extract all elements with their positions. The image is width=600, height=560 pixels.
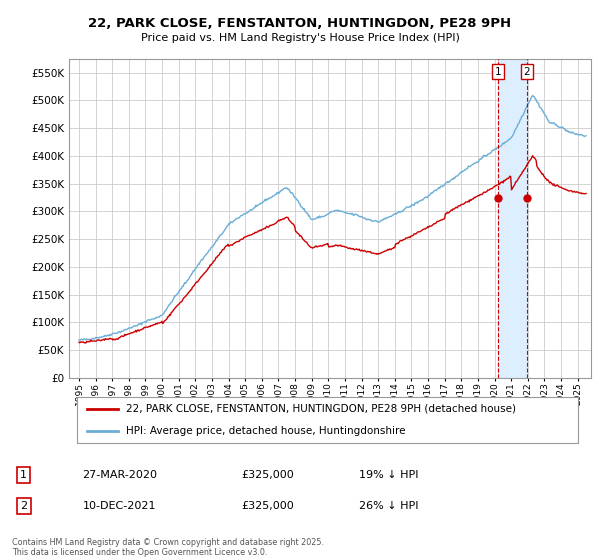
Text: 22, PARK CLOSE, FENSTANTON, HUNTINGDON, PE28 9PH: 22, PARK CLOSE, FENSTANTON, HUNTINGDON, …	[88, 17, 512, 30]
Text: 27-MAR-2020: 27-MAR-2020	[82, 470, 157, 480]
Text: 1: 1	[495, 67, 502, 77]
Text: 10-DEC-2021: 10-DEC-2021	[82, 501, 156, 511]
Text: 19% ↓ HPI: 19% ↓ HPI	[359, 470, 418, 480]
Text: £325,000: £325,000	[241, 501, 294, 511]
Text: 1: 1	[20, 470, 27, 480]
FancyBboxPatch shape	[77, 398, 578, 442]
Text: 2: 2	[20, 501, 27, 511]
Text: Contains HM Land Registry data © Crown copyright and database right 2025.
This d: Contains HM Land Registry data © Crown c…	[12, 538, 324, 557]
Bar	[499, 59, 527, 378]
Text: HPI: Average price, detached house, Huntingdonshire: HPI: Average price, detached house, Hunt…	[126, 426, 406, 436]
Text: 26% ↓ HPI: 26% ↓ HPI	[359, 501, 418, 511]
Text: £325,000: £325,000	[241, 470, 294, 480]
Text: 22, PARK CLOSE, FENSTANTON, HUNTINGDON, PE28 9PH (detached house): 22, PARK CLOSE, FENSTANTON, HUNTINGDON, …	[126, 404, 516, 414]
Text: 2: 2	[524, 67, 530, 77]
Text: Price paid vs. HM Land Registry's House Price Index (HPI): Price paid vs. HM Land Registry's House …	[140, 33, 460, 43]
